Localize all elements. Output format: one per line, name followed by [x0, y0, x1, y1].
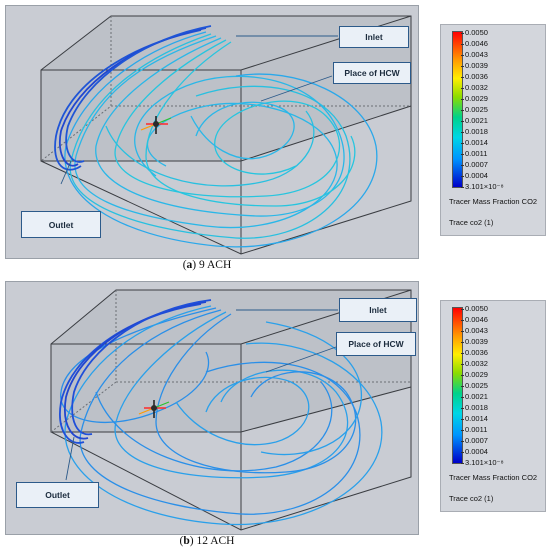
panel-9-ach: Inlet Place of HCW Outlet (a) 9 ACH 0.00…: [0, 0, 550, 274]
streamlines: [54, 25, 378, 248]
legend-tick-label: 0.0046: [461, 315, 488, 324]
legend-tick-label: 0.0007: [461, 160, 488, 169]
color-legend: 0.0050 0.0046 0.0043 0.0039 0.0036 0.0032 0.00…: [440, 24, 546, 236]
legend-tick-label: 0.0039: [461, 61, 488, 70]
legend-tick-label: 0.0021: [461, 392, 488, 401]
streamline-plot: [50, 289, 412, 531]
legend-tick-label: 0.0029: [461, 94, 488, 103]
legend-tick-label: 0.0018: [461, 403, 488, 412]
legend-color-bar: [452, 307, 463, 464]
legend-tick-label: 0.0021: [461, 116, 488, 125]
caption-letter: a: [186, 259, 193, 271]
hcw-callout: Place of HCW: [333, 62, 411, 84]
outlet-callout: Outlet: [21, 211, 101, 238]
legend-tick-label: 0.0032: [461, 83, 488, 92]
room-box: [50, 289, 412, 531]
legend-tick-label: 0.0011: [460, 425, 488, 434]
legend-tick-label: 0.0046: [461, 39, 488, 48]
inlet-callout: Inlet: [339, 26, 409, 48]
legend-tick-label: 0.0004: [461, 447, 488, 456]
legend-tick-label: 0.0032: [461, 359, 488, 368]
legend-tick-label: 0.0014: [461, 414, 488, 423]
legend-tick-label: 0.0018: [461, 127, 488, 136]
hcw-callout: Place of HCW: [336, 332, 416, 356]
legend-quantity: Tracer Mass Fraction CO2: [449, 197, 538, 206]
callout-leaders: [65, 309, 338, 481]
outlet-callout: Outlet: [16, 482, 99, 508]
simulation-viewport: Inlet Place of HCW Outlet: [5, 281, 419, 535]
legend-color-bar: [452, 31, 463, 188]
legend-tick-label: 0.0014: [461, 138, 488, 147]
caption-letter: b: [183, 535, 190, 547]
legend-tick-label: 0.0050: [461, 28, 488, 37]
simulation-viewport: Inlet Place of HCW Outlet: [5, 5, 419, 259]
legend-tick-label: 3.101×10⁻⁸: [461, 458, 504, 467]
legend-tick-label: 0.0039: [461, 337, 488, 346]
legend-tick-label: 0.0025: [461, 105, 488, 114]
streamline-plot: [40, 15, 412, 255]
legend-tick-label: 0.0025: [461, 381, 488, 390]
legend-trace-name: Trace co2 (1): [449, 494, 494, 503]
callout-leaders: [60, 35, 338, 185]
caption-text: 9 ACH: [196, 259, 232, 271]
figure-caption: (a) 9 ACH: [182, 259, 232, 271]
figure-caption: (b) 12 ACH: [179, 535, 235, 547]
legend-tick-label: 0.0007: [461, 436, 488, 445]
color-legend: 0.0050 0.0046 0.0043 0.0039 0.0036 0.0032 0.00…: [440, 300, 546, 512]
legend-tick-label: 0.0029: [461, 370, 488, 379]
legend-tick-label: 0.0004: [461, 171, 488, 180]
legend-tick-label: 0.0043: [461, 326, 488, 335]
legend-tick-label: 3.101×10⁻⁸: [461, 182, 504, 191]
legend-tick-label: 0.0036: [461, 348, 488, 357]
legend-tick-label: 0.0050: [461, 304, 488, 313]
inlet-callout: Inlet: [339, 298, 417, 322]
panel-12-ach: Inlet Place of HCW Outlet (b) 12 ACH 0.0…: [0, 276, 550, 550]
hcw-marker: [138, 400, 170, 418]
legend-tick-label: 0.0036: [461, 72, 488, 81]
legend-tick-label: 0.0011: [460, 149, 488, 158]
hcw-marker: [140, 116, 172, 134]
caption-text: 12 ACH: [193, 535, 235, 547]
legend-tick-label: 0.0043: [461, 50, 488, 59]
streamlines: [59, 299, 383, 526]
legend-quantity: Tracer Mass Fraction CO2: [449, 473, 538, 482]
legend-trace-name: Trace co2 (1): [449, 218, 494, 227]
